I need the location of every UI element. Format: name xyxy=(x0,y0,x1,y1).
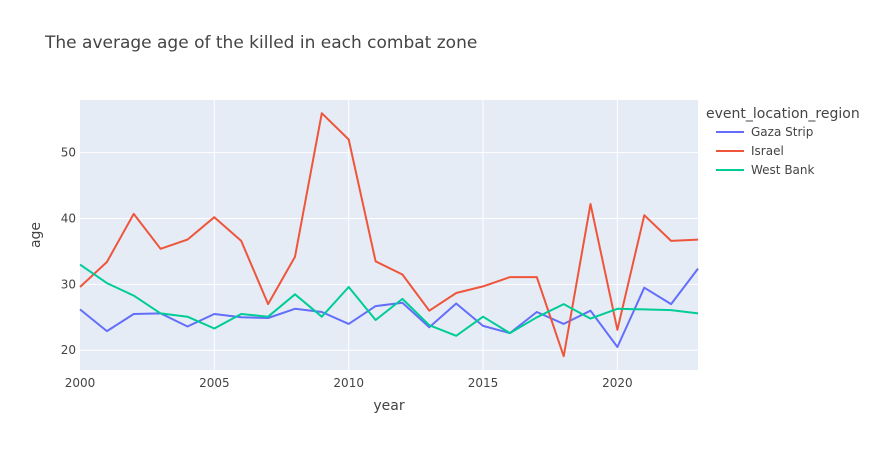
series-line-west-bank[interactable] xyxy=(79,263,699,337)
y-tick-label: 30 xyxy=(61,277,76,291)
x-axis-ticks: 2000 2005 2010 2015 2020 xyxy=(65,376,633,390)
legend-item-west-bank[interactable]: West Bank xyxy=(716,163,815,177)
y-tick-label: 50 xyxy=(61,146,76,160)
legend[interactable]: event_location_region Gaza Strip Israel We… xyxy=(706,106,860,177)
legend-item-gaza-strip[interactable]: Gaza Strip xyxy=(716,125,813,139)
x-tick-label: 2000 xyxy=(65,376,96,390)
y-tick-label: 20 xyxy=(61,343,76,357)
legend-label: Gaza Strip xyxy=(751,125,813,139)
chart-title: The average age of the killed in each co… xyxy=(45,33,478,53)
grid-lines xyxy=(80,100,698,370)
x-tick-label: 2010 xyxy=(333,376,364,390)
x-tick-label: 2015 xyxy=(468,376,499,390)
x-axis-title: year xyxy=(373,398,404,414)
y-tick-label: 40 xyxy=(61,212,76,226)
legend-label: Israel xyxy=(751,144,784,158)
x-tick-label: 2005 xyxy=(199,376,230,390)
y-axis-title: age xyxy=(28,222,44,248)
y-axis-ticks: 20 30 40 50 xyxy=(61,146,76,358)
x-tick-label: 2020 xyxy=(602,376,633,390)
legend-title: event_location_region xyxy=(706,106,860,122)
series-line-israel[interactable] xyxy=(79,112,699,358)
series-lines xyxy=(79,112,699,358)
legend-label: West Bank xyxy=(751,163,815,177)
legend-item-israel[interactable]: Israel xyxy=(716,144,784,158)
